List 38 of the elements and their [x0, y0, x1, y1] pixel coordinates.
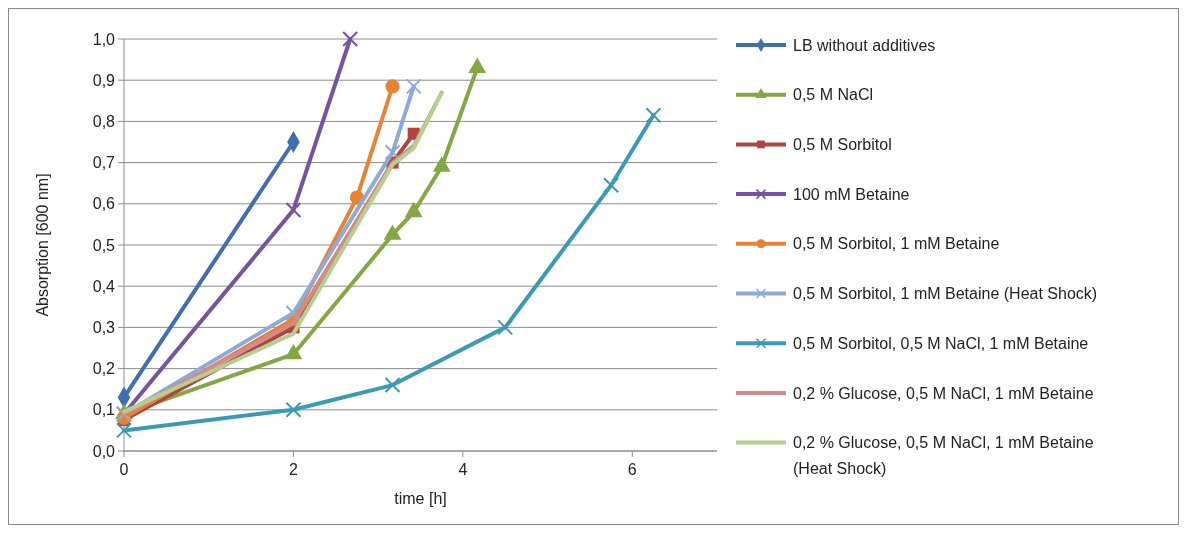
x-tick-label: 2 [288, 461, 298, 478]
legend-label: 0,2 % Glucose, 0,5 M NaCl, 1 mM Betaine (Heat Shock) [793, 434, 1094, 477]
point [116, 422, 132, 439]
y-tick-label: 0,9 [92, 71, 116, 89]
legend-label: 0,5 M NaCl [793, 86, 874, 104]
y-tick-label: 0,3 [92, 319, 116, 336]
point [285, 201, 302, 218]
legend-label: 0,5 M Sorbitol, 1 mM Betaine [793, 235, 1000, 253]
legend-label: 0,5 M Sorbitol, 1 mM Betaine (Heat Shock) [793, 285, 1098, 303]
point [342, 31, 359, 47]
point [603, 177, 620, 194]
point [285, 401, 302, 418]
point [385, 79, 400, 94]
y-tick-label: 1,0 [92, 30, 116, 48]
point [405, 78, 422, 95]
y-tick-label: 0,0 [92, 442, 116, 460]
y-tick-label: 0,6 [92, 195, 116, 213]
y-tick-label: 0,8 [92, 113, 116, 130]
legend-label: LB without additives [793, 36, 936, 54]
y-tick-label: 0,5 [92, 236, 116, 254]
x-tick-label: 0 [119, 461, 129, 478]
point [384, 377, 401, 394]
x-tick-label: 4 [458, 461, 468, 478]
x-axis-title: time [h] [394, 490, 447, 507]
y-tick-label: 0,4 [92, 277, 116, 295]
y-tick-label: 0,2 [92, 360, 116, 378]
point [285, 304, 302, 321]
legend-label: 0,5 M Sorbitol [793, 136, 892, 153]
point [645, 107, 662, 124]
legend-label: 100 mM Betaine [793, 185, 910, 203]
point [497, 319, 514, 336]
y-tick-label: 0,7 [92, 154, 116, 172]
point [384, 144, 401, 161]
legend-label: 0,2 % Glucose, 0,5 M NaCl, 1 mM Betaine [793, 384, 1094, 402]
y-tick-label: 0,1 [92, 401, 116, 419]
y-axis-title: Absorption [600 nm] [34, 173, 51, 317]
legend-label: 0,5 M Sorbitol, 0,5 M NaCl, 1 mM Betaine [793, 334, 1089, 352]
x-tick-label: 6 [627, 461, 637, 478]
